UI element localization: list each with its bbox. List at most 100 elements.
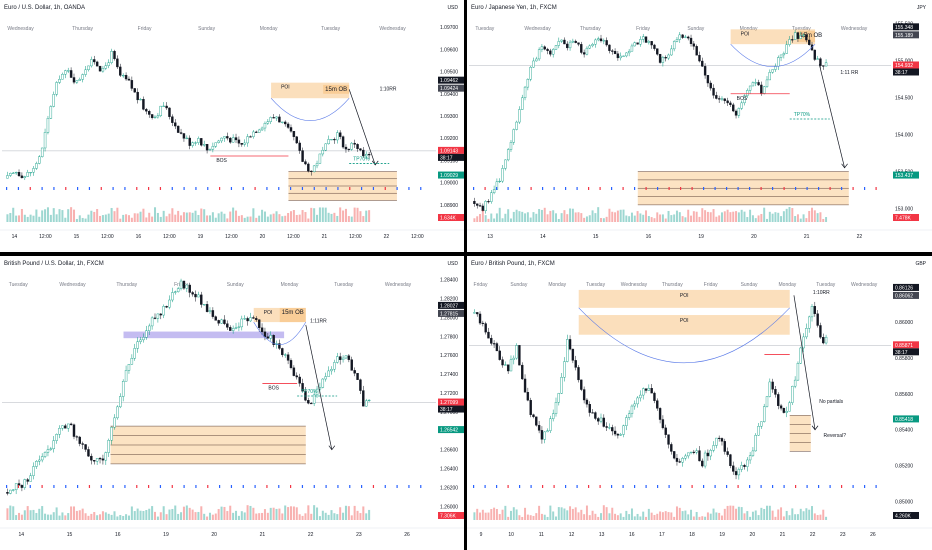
- volume-bar: [159, 512, 162, 520]
- volume-bar: [557, 507, 560, 520]
- candle-body: [492, 343, 496, 345]
- candle-body: [211, 146, 215, 150]
- y-tick-label: 1.08900: [440, 203, 458, 209]
- poi-zone: [253, 307, 306, 323]
- volume-bar: [122, 214, 125, 222]
- volume-bar: [321, 207, 324, 222]
- candle-body: [307, 163, 310, 172]
- day-label: Sunday: [198, 26, 215, 32]
- candle-body: [278, 116, 281, 123]
- volume-bar: [704, 516, 707, 520]
- candle-body: [692, 451, 696, 453]
- event-marker: [519, 485, 521, 488]
- volume-bar: [263, 509, 266, 520]
- candle-body: [822, 65, 825, 67]
- eurgbp-panel[interactable]: Euro / British Pound, 1h, FXCM GBP Friday S…: [467, 256, 932, 550]
- volume-bar: [684, 510, 687, 520]
- volume-bar: [64, 515, 67, 520]
- event-marker: [195, 485, 197, 488]
- volume-bar: [266, 512, 269, 520]
- candle-body: [788, 39, 791, 45]
- price-tag-bg: [438, 171, 464, 179]
- candle-body: [748, 85, 752, 91]
- candle-body: [760, 84, 763, 94]
- candle-body: [481, 322, 485, 324]
- candle-body: [523, 86, 527, 99]
- candle-body: [625, 52, 628, 57]
- volume-bar: [49, 514, 52, 520]
- volume-bar: [763, 207, 766, 222]
- candle-body: [64, 70, 67, 75]
- x-tick-label: 12:00: [101, 234, 114, 240]
- event-marker: [806, 187, 808, 190]
- volume-bar: [723, 211, 726, 222]
- candle-body: [515, 121, 518, 130]
- candle-body: [98, 65, 102, 72]
- partials-label: No partials: [819, 399, 843, 405]
- eurusd-panel[interactable]: Euro / U.S. Dollar, 1h, OANDA USD Wednesda…: [0, 0, 464, 252]
- candle-body: [667, 434, 670, 445]
- event-marker: [29, 485, 31, 488]
- candle-body: [633, 403, 636, 407]
- event-marker: [148, 485, 150, 488]
- candle-body: [591, 44, 594, 47]
- volume-bar: [6, 508, 9, 520]
- candle-body: [501, 359, 504, 366]
- gbpusd-panel[interactable]: British Pound / U.S. Dollar, 1h, FXCM USD…: [0, 256, 464, 550]
- candle-body: [785, 411, 788, 413]
- volume-bar: [110, 207, 113, 222]
- volume-bar: [583, 217, 586, 222]
- volume-bar: [104, 512, 107, 520]
- x-tick-label: 16: [629, 532, 635, 538]
- event-marker: [136, 187, 138, 190]
- volume-bar: [628, 514, 631, 520]
- candle-body: [113, 417, 116, 428]
- volume-bar: [737, 506, 740, 520]
- candle-body: [327, 139, 330, 145]
- y-tick-label: 153.000: [895, 207, 913, 213]
- volume-bar: [642, 511, 645, 520]
- volume-bar: [645, 516, 648, 520]
- volume-bar: [493, 218, 496, 222]
- event-marker: [818, 485, 820, 488]
- volume-bar: [715, 512, 718, 520]
- candle-body: [301, 383, 304, 392]
- x-tick-label: 12:00: [39, 234, 52, 240]
- candle-body: [130, 357, 134, 365]
- volume-bar: [768, 505, 771, 520]
- x-tick-label: 26: [404, 532, 410, 538]
- volume-bar: [153, 511, 157, 520]
- candle-body: [605, 426, 608, 428]
- volume-bar: [526, 514, 529, 520]
- candle-body: [194, 293, 197, 298]
- volume-bar: [512, 507, 515, 520]
- volume-bar: [732, 505, 735, 520]
- day-label: Wednesday: [59, 282, 86, 288]
- volume-bar: [52, 512, 55, 520]
- candle-body: [594, 412, 597, 419]
- candle-body: [729, 454, 732, 467]
- volume-bar: [142, 511, 145, 520]
- chart-svg: British Pound / U.S. Dollar, 1h, FXCM USD…: [0, 261, 464, 538]
- candle-body: [64, 425, 67, 429]
- candle-body: [616, 53, 620, 59]
- candle-body: [512, 129, 515, 143]
- volume-bar: [368, 509, 371, 520]
- candle-body: [515, 345, 518, 359]
- volume-bar: [633, 215, 636, 222]
- candle-body: [670, 48, 673, 56]
- candle-body: [672, 41, 676, 50]
- candle-body: [566, 339, 569, 362]
- eurjpy-panel[interactable]: Euro / Japanese Yen, 1h, FXCM JPY Tuesday W…: [467, 0, 932, 252]
- candle-body: [101, 458, 105, 461]
- candle-body: [359, 148, 362, 151]
- volume-bar: [594, 213, 597, 222]
- candle-body: [211, 310, 215, 317]
- volume-bar: [261, 512, 264, 520]
- candle-body: [283, 354, 287, 356]
- x-tick-label: 10: [508, 532, 514, 538]
- price-tag-bg: [893, 31, 919, 39]
- candle-body: [560, 377, 563, 394]
- candle-body: [473, 312, 476, 314]
- poi-label: POI: [741, 31, 750, 37]
